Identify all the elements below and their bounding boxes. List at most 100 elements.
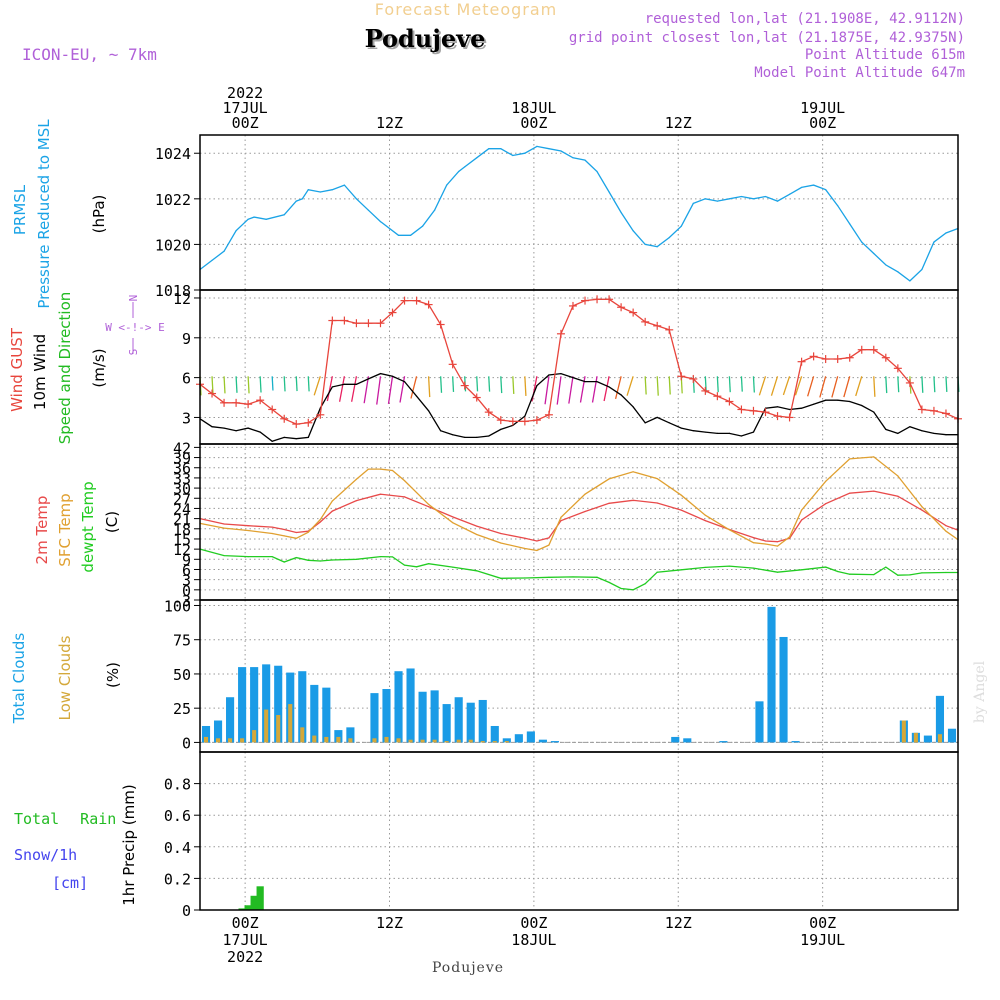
wind-direction-arrow bbox=[591, 376, 598, 403]
wind-direction-arrow bbox=[427, 376, 431, 398]
total-clouds-bar bbox=[238, 667, 247, 743]
wind-gust-point bbox=[641, 317, 650, 326]
temp-2m-point bbox=[500, 532, 502, 535]
y-tick-label: 25 bbox=[173, 700, 191, 718]
time-label-top: 19JUL bbox=[800, 99, 845, 117]
wind-gust-point bbox=[352, 319, 361, 328]
wind-10m-point bbox=[211, 426, 213, 428]
wind-10m-point bbox=[728, 432, 730, 434]
temp-sfc-point bbox=[524, 547, 526, 550]
time-label-top: 2022 bbox=[227, 84, 263, 102]
temp-dewpt-point bbox=[391, 556, 394, 558]
wind-10m-point bbox=[704, 431, 706, 433]
wind-gust-point bbox=[593, 295, 602, 304]
wind-10m-point bbox=[271, 440, 273, 442]
wind-direction-arrow bbox=[704, 376, 707, 393]
wind-gust-point bbox=[665, 325, 674, 334]
wind-gust-point bbox=[268, 405, 277, 414]
temp-dewpt-point bbox=[355, 558, 358, 560]
wind-gust-point bbox=[280, 414, 289, 423]
temp-2m-point bbox=[271, 526, 273, 528]
total-clouds-bar bbox=[213, 720, 223, 743]
wind-gust-point bbox=[605, 295, 614, 304]
temp-2m-point bbox=[223, 523, 225, 525]
y-tick-label: 24 bbox=[173, 500, 191, 518]
low-clouds-bar bbox=[420, 739, 425, 743]
total-clouds-bar bbox=[310, 684, 319, 743]
compass-we: W <-!-> E bbox=[105, 321, 165, 334]
pressure-point bbox=[933, 241, 935, 243]
temp-sfc-point bbox=[776, 545, 779, 547]
pressure-point bbox=[849, 223, 851, 225]
temp-dewpt-point bbox=[620, 587, 622, 590]
wind-direction-arrow bbox=[500, 376, 503, 394]
temp-2m-point bbox=[331, 510, 333, 512]
temp-dewpt-point bbox=[283, 561, 285, 563]
wind-direction-arrow bbox=[752, 376, 755, 393]
wind-10m-point bbox=[295, 438, 297, 440]
time-label-bottom: 12Z bbox=[376, 914, 403, 932]
pressure-point bbox=[800, 186, 803, 189]
y-tick-label: 0.2 bbox=[164, 870, 191, 888]
y-tick-label: 1024 bbox=[155, 145, 191, 163]
wind-gust-point bbox=[340, 316, 349, 325]
temp-2m-point bbox=[873, 490, 875, 492]
total-clouds-bar bbox=[418, 691, 427, 743]
temp-dewpt-point bbox=[873, 573, 875, 576]
total-clouds-bar bbox=[274, 665, 283, 743]
wind-direction-arrow bbox=[387, 376, 394, 404]
temp-2m-point bbox=[704, 520, 706, 522]
low-clouds-bar bbox=[348, 738, 353, 743]
wind-10m-point bbox=[476, 436, 478, 438]
wind-10m-point bbox=[849, 400, 851, 403]
time-label-top: 00Z bbox=[809, 114, 836, 132]
pressure-point bbox=[295, 200, 297, 202]
rain-bar bbox=[244, 905, 252, 910]
temp-dewpt-point bbox=[247, 555, 249, 558]
frame-layer bbox=[199, 134, 959, 911]
pressure-point bbox=[825, 189, 827, 191]
total-clouds-bar bbox=[226, 697, 235, 743]
temp-dewpt-point bbox=[524, 577, 526, 579]
temp-2m-point bbox=[921, 509, 923, 511]
pressure-point bbox=[752, 198, 755, 200]
pressure-point bbox=[409, 234, 412, 236]
pressure-point bbox=[367, 209, 370, 211]
temp-sfc-point bbox=[632, 471, 634, 473]
pressure-unit: (hPa) bbox=[90, 195, 108, 234]
temp-sfc-point bbox=[500, 542, 502, 544]
wind-gust-point bbox=[532, 416, 541, 425]
wind-gust-point bbox=[232, 398, 241, 407]
wind-gust-point bbox=[484, 408, 493, 417]
wind-gust-point bbox=[376, 319, 385, 328]
wind-10m-point bbox=[500, 428, 502, 430]
low-clouds-bar bbox=[336, 736, 341, 743]
wind-10m-point bbox=[752, 431, 755, 433]
wind-gust-label: Wind GUST bbox=[8, 327, 26, 412]
wind-gust-point bbox=[689, 374, 698, 383]
pressure-point bbox=[776, 200, 779, 202]
wind-10m-point bbox=[247, 427, 249, 429]
temp-sfc-line bbox=[199, 456, 959, 552]
low-clouds-bar bbox=[901, 720, 906, 743]
temp-2m-point bbox=[849, 492, 851, 494]
wind-10m-point bbox=[837, 399, 839, 401]
pressure-point bbox=[500, 148, 502, 150]
wind-10m-point bbox=[788, 408, 791, 411]
y-tick-label: 33 bbox=[173, 470, 191, 488]
temp-dewpt-point bbox=[776, 571, 779, 573]
wind-10m-point bbox=[596, 381, 598, 383]
total-clouds-bar bbox=[334, 730, 343, 743]
wind-10m-point bbox=[692, 430, 694, 432]
wind-gust-point bbox=[304, 418, 313, 427]
y-tick-label: 6 bbox=[182, 561, 191, 579]
temp-2m-point bbox=[800, 519, 803, 521]
wind-10m-point bbox=[283, 436, 285, 438]
pressure-point bbox=[644, 243, 646, 246]
temp-sfc-point bbox=[704, 514, 706, 516]
wind-direction-arrow bbox=[819, 376, 827, 398]
low-clouds-bar bbox=[216, 738, 221, 743]
pressure-point bbox=[945, 232, 947, 234]
wind-gust-point bbox=[725, 397, 734, 406]
temp-2m-point bbox=[524, 537, 526, 539]
